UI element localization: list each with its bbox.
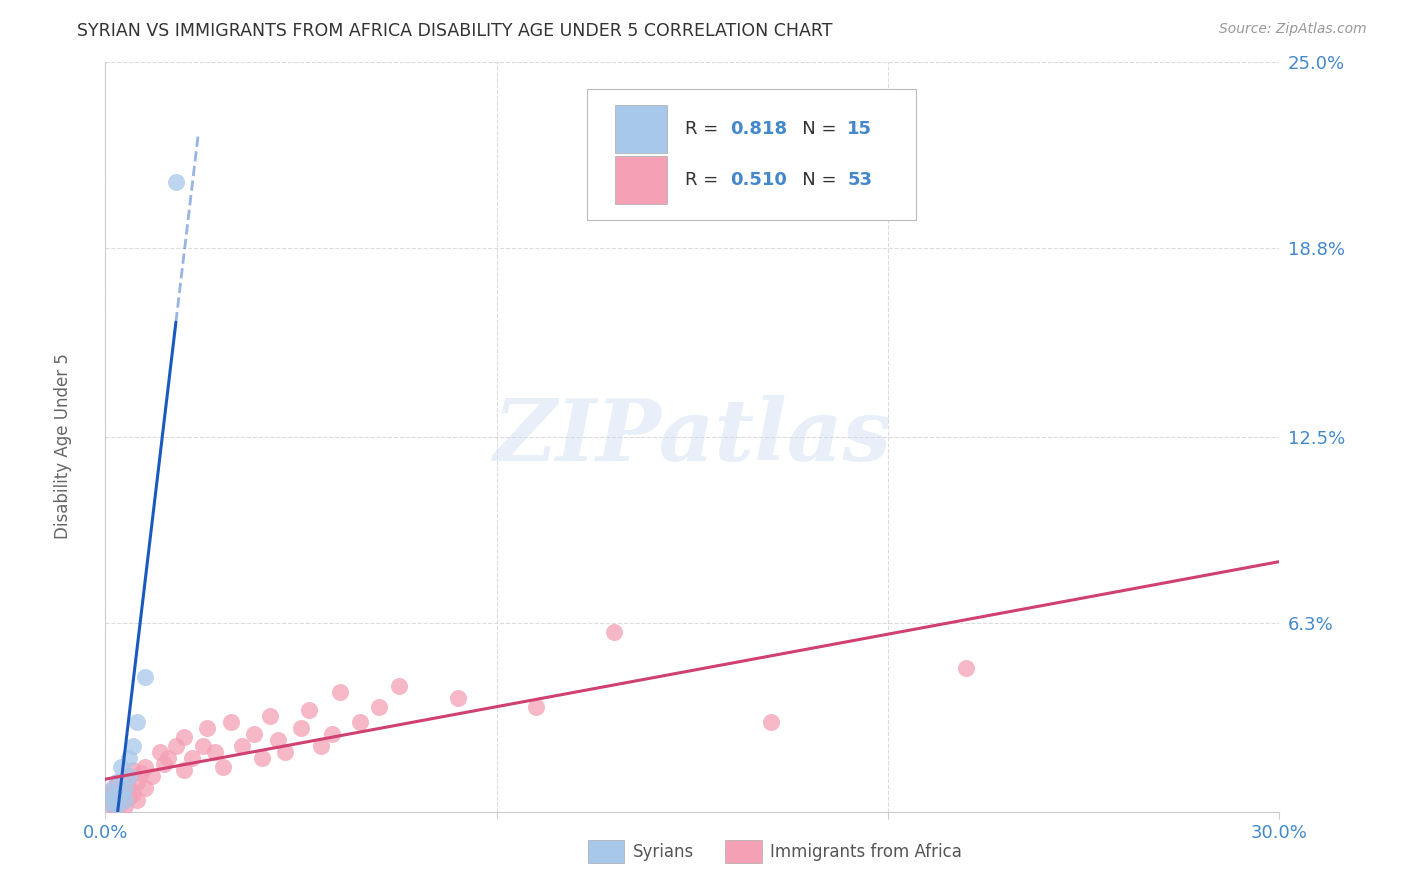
Point	[114, 778, 136, 792]
Point	[118, 751, 141, 765]
Point	[447, 690, 470, 705]
Point	[105, 802, 128, 816]
Point	[125, 714, 148, 729]
Point	[141, 769, 163, 783]
Point	[98, 796, 121, 810]
Point	[349, 714, 371, 729]
Point	[105, 774, 128, 789]
Point	[114, 780, 136, 795]
FancyBboxPatch shape	[586, 88, 915, 219]
Text: SYRIAN VS IMMIGRANTS FROM AFRICA DISABILITY AGE UNDER 5 CORRELATION CHART: SYRIAN VS IMMIGRANTS FROM AFRICA DISABIL…	[77, 22, 832, 40]
Point	[134, 780, 156, 795]
Point	[193, 739, 215, 753]
Text: N =: N =	[785, 170, 842, 189]
FancyBboxPatch shape	[614, 156, 666, 203]
Text: 0.510: 0.510	[730, 170, 787, 189]
Text: R =: R =	[685, 120, 724, 137]
Text: 0.818: 0.818	[730, 120, 787, 137]
Text: Source: ZipAtlas.com: Source: ZipAtlas.com	[1219, 22, 1367, 37]
Point	[173, 730, 195, 744]
Text: Disability Age Under 5: Disability Age Under 5	[55, 353, 72, 539]
Text: 53: 53	[848, 170, 873, 189]
Point	[110, 796, 132, 810]
Point	[105, 793, 128, 807]
Text: ZIPatlas: ZIPatlas	[494, 395, 891, 479]
Text: R =: R =	[685, 170, 724, 189]
Text: N =: N =	[785, 120, 842, 137]
Point	[118, 780, 141, 795]
Text: 15: 15	[848, 120, 873, 137]
Point	[955, 661, 977, 675]
Point	[121, 739, 143, 753]
Point	[603, 624, 626, 639]
Point	[103, 780, 125, 795]
Point	[114, 793, 136, 807]
Point	[195, 721, 218, 735]
Point	[231, 739, 253, 753]
Point	[110, 783, 132, 797]
Point	[173, 763, 195, 777]
Point	[290, 721, 312, 735]
Point	[259, 708, 281, 723]
FancyBboxPatch shape	[614, 104, 666, 153]
Text: Immigrants from Africa: Immigrants from Africa	[770, 843, 962, 861]
Point	[298, 703, 321, 717]
Point	[125, 793, 148, 807]
Point	[118, 769, 141, 783]
Point	[134, 760, 156, 774]
Point	[105, 798, 128, 813]
Point	[243, 727, 266, 741]
Point	[118, 789, 141, 804]
Point	[118, 769, 141, 783]
Point	[114, 798, 136, 813]
Point	[524, 699, 547, 714]
Point	[204, 745, 226, 759]
Point	[98, 796, 121, 810]
Point	[165, 739, 187, 753]
Point	[149, 745, 172, 759]
Point	[98, 783, 121, 797]
Point	[157, 751, 180, 765]
Point	[388, 679, 411, 693]
Point	[103, 798, 125, 813]
Point	[103, 789, 125, 804]
Point	[180, 751, 202, 765]
Point	[274, 745, 297, 759]
Point	[153, 756, 176, 771]
Point	[110, 787, 132, 801]
Point	[125, 774, 148, 789]
Point	[759, 714, 782, 729]
Point	[105, 774, 128, 789]
Text: Syrians: Syrians	[633, 843, 695, 861]
Point	[219, 714, 242, 729]
Point	[266, 732, 288, 747]
Point	[110, 760, 132, 774]
Point	[121, 763, 143, 777]
Point	[211, 760, 233, 774]
Point	[250, 751, 273, 765]
Point	[368, 699, 391, 714]
Point	[309, 739, 332, 753]
Point	[129, 765, 152, 780]
Point	[98, 787, 121, 801]
Point	[121, 787, 143, 801]
Point	[165, 175, 187, 189]
Point	[329, 685, 352, 699]
Point	[321, 727, 343, 741]
Point	[134, 670, 156, 684]
